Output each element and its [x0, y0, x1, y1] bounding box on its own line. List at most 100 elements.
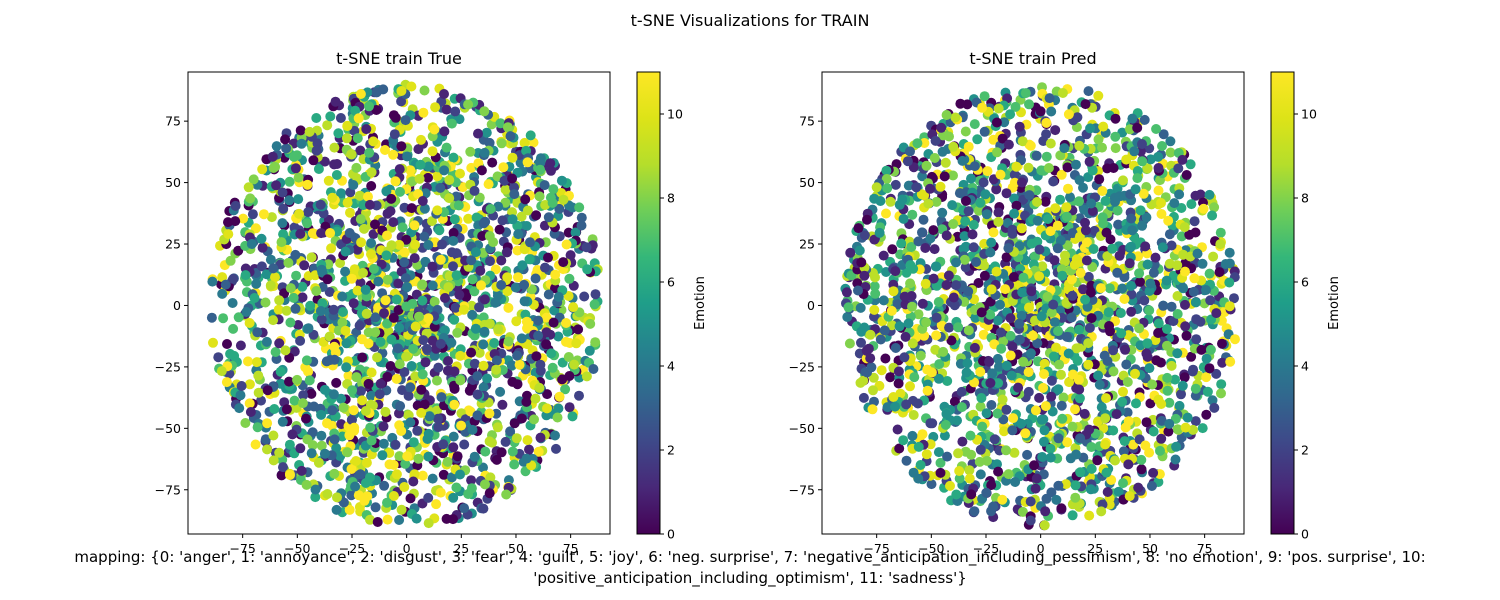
colorbar-tick-label: 0: [667, 527, 675, 542]
scatter-point: [963, 325, 974, 336]
scatter-point: [1164, 229, 1175, 240]
scatter-point: [1172, 309, 1183, 319]
scatter-point: [1093, 90, 1104, 101]
scatter-point: [894, 443, 905, 454]
scatter-point: [1170, 374, 1180, 385]
scatter-point: [469, 286, 480, 297]
scatter-point: [1027, 330, 1038, 341]
scatter-point: [327, 192, 338, 203]
scatter-point: [862, 367, 872, 378]
y-tick-label: 75: [799, 114, 815, 129]
scatter-point: [892, 299, 903, 310]
scatter-point: [535, 359, 546, 370]
scatter-point: [373, 276, 384, 287]
scatter-point: [1057, 88, 1068, 98]
scatter-point: [1014, 334, 1025, 345]
scatter-point: [410, 321, 421, 332]
scatter-point: [1177, 154, 1188, 165]
scatter-point: [535, 432, 546, 443]
scatter-point: [981, 408, 992, 419]
scatter-point: [1024, 302, 1034, 313]
scatter-point: [270, 347, 281, 357]
scatter-point: [227, 298, 238, 308]
scatter-point: [976, 393, 987, 403]
scatter-point: [979, 260, 989, 271]
scatter-point: [266, 212, 277, 223]
scatter-point: [1083, 359, 1094, 370]
scatter-point: [1084, 424, 1095, 435]
scatter-point: [390, 176, 401, 187]
scatter-point: [1118, 446, 1129, 457]
scatter-point: [963, 286, 974, 297]
scatter-point: [1153, 151, 1164, 162]
scatter-point: [995, 327, 1006, 338]
scatter-point: [230, 200, 241, 211]
x-tick-label: 25: [453, 541, 469, 556]
scatter-point: [406, 361, 417, 371]
scatter-point: [1127, 113, 1138, 124]
scatter-point: [1144, 363, 1155, 374]
scatter-point: [1111, 409, 1122, 420]
scatter-point: [1123, 459, 1134, 470]
scatter-point: [966, 449, 977, 460]
scatter-point: [1053, 384, 1064, 395]
scatter-point: [499, 175, 510, 186]
scatter-point: [1056, 369, 1066, 380]
scatter-point: [951, 257, 961, 268]
scatter-point: [423, 172, 433, 183]
subplot-true: t-SNE train True −75 −50 −25 0 25 50 75 −75 −50…: [155, 49, 708, 556]
scatter-point: [478, 360, 489, 371]
scatter-point: [361, 124, 372, 135]
scatter-point: [576, 220, 587, 231]
scatter-point: [1136, 454, 1147, 465]
scatter-point: [980, 189, 991, 200]
scatter-point: [998, 336, 1009, 347]
scatter-point: [354, 320, 365, 331]
scatter-point: [1070, 492, 1081, 503]
scatter-point: [918, 214, 929, 225]
scatter-point: [963, 141, 974, 152]
scatter-point: [440, 293, 450, 303]
scatter-point: [1176, 203, 1187, 213]
scatter-point: [358, 267, 368, 278]
scatter-point: [1056, 169, 1067, 180]
scatter-point: [534, 191, 545, 202]
scatter-point: [419, 399, 430, 410]
scatter-point: [1085, 287, 1096, 298]
scatter-point: [297, 292, 308, 303]
scatter-point: [556, 175, 567, 186]
scatter-point: [1039, 358, 1050, 369]
scatter-point: [570, 227, 581, 238]
scatter-point: [1072, 112, 1083, 123]
scatter-point: [1011, 200, 1022, 211]
scatter-point: [1081, 237, 1092, 248]
scatter-point: [1056, 503, 1067, 514]
scatter-point: [402, 151, 413, 162]
scatter-point: [855, 377, 866, 388]
scatter-point: [276, 237, 287, 248]
scatter-point: [1113, 219, 1124, 230]
scatter-point: [965, 430, 976, 441]
scatter-point: [319, 448, 330, 459]
scatter-point: [1059, 143, 1070, 154]
scatter-point: [1045, 138, 1056, 149]
scatter-point: [1126, 280, 1136, 291]
scatter-point: [506, 360, 517, 371]
y-tick-label: 25: [165, 237, 181, 252]
scatter-point: [335, 113, 346, 123]
scatter-point: [1117, 396, 1128, 407]
scatter-point: [961, 241, 971, 252]
scatter-point: [531, 351, 542, 362]
scatter-point: [1017, 287, 1028, 298]
scatter-point: [473, 128, 483, 139]
scatter-point: [1225, 356, 1236, 367]
scatter-point: [1191, 334, 1202, 345]
scatter-point: [355, 469, 366, 480]
scatter-point: [325, 228, 336, 238]
scatter-point: [1187, 366, 1198, 377]
figure-suptitle: t-SNE Visualizations for TRAIN: [631, 11, 870, 30]
scatter-point: [868, 372, 879, 383]
scatter-point: [964, 473, 975, 484]
scatter-point: [905, 146, 915, 157]
scatter-point: [1224, 247, 1235, 258]
